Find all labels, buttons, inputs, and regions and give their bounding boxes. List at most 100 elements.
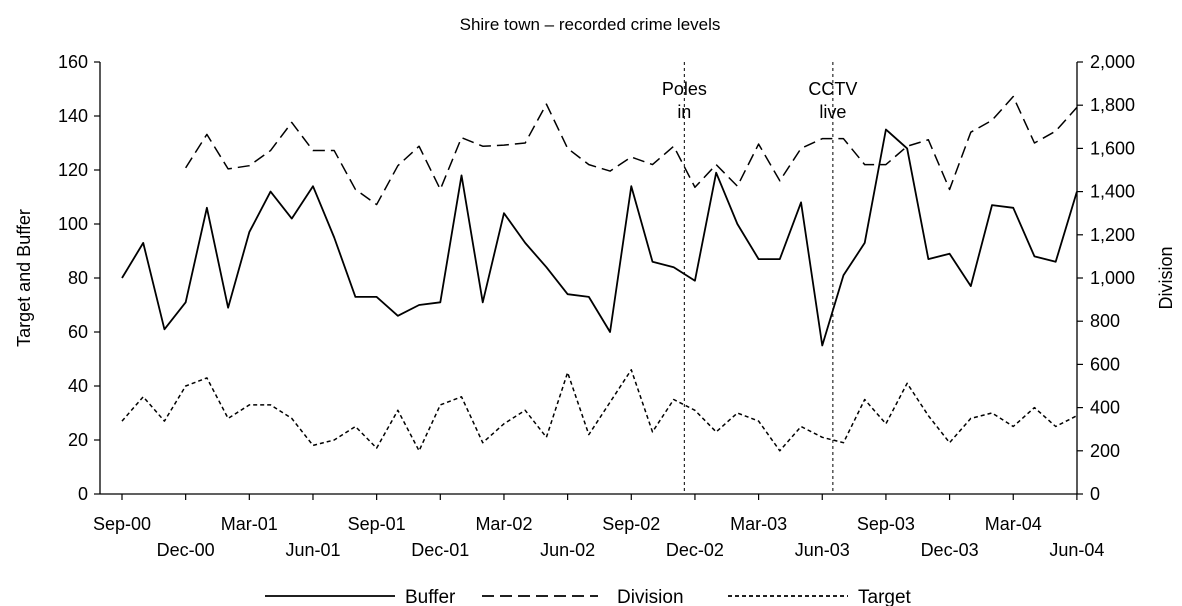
data-point-target xyxy=(312,444,314,446)
data-point-target xyxy=(227,417,229,419)
data-point-target xyxy=(1076,415,1078,417)
data-point-division xyxy=(248,164,250,166)
data-point-buffer xyxy=(651,261,653,263)
data-point-buffer xyxy=(588,296,590,298)
data-point-division xyxy=(269,149,271,151)
data-point-division xyxy=(948,188,950,190)
data-point-division xyxy=(545,103,547,105)
legend-label-target: Target xyxy=(858,587,912,606)
data-point-division xyxy=(651,163,653,165)
right-tick-label: 1,600 xyxy=(1090,138,1135,158)
x-tick-label: Dec-01 xyxy=(411,540,469,560)
data-point-target xyxy=(524,409,526,411)
data-point-target xyxy=(163,420,165,422)
data-point-division xyxy=(991,119,993,121)
right-tick-label: 400 xyxy=(1090,398,1120,418)
data-point-buffer xyxy=(715,172,717,174)
data-point-target xyxy=(609,401,611,403)
left-tick-label: 140 xyxy=(58,106,88,126)
data-point-target xyxy=(991,412,993,414)
annotation-label: live xyxy=(819,102,846,122)
data-point-division xyxy=(864,163,866,165)
right-tick-label: 2,000 xyxy=(1090,52,1135,72)
right-tick-label: 1,400 xyxy=(1090,182,1135,202)
data-point-division xyxy=(312,149,314,151)
x-tick-label: Dec-00 xyxy=(157,540,215,560)
data-point-target xyxy=(864,398,866,400)
data-point-buffer xyxy=(163,328,165,330)
left-tick-label: 40 xyxy=(68,376,88,396)
right-tick-label: 800 xyxy=(1090,311,1120,331)
data-point-target xyxy=(1054,425,1056,427)
data-point-division xyxy=(906,145,908,147)
data-point-division xyxy=(885,163,887,165)
data-point-target xyxy=(248,404,250,406)
x-tick-label: Mar-02 xyxy=(475,514,532,534)
data-point-target xyxy=(927,415,929,417)
data-point-buffer xyxy=(354,296,356,298)
data-point-buffer xyxy=(927,258,929,260)
data-point-buffer xyxy=(503,212,505,214)
data-point-division xyxy=(418,145,420,147)
data-point-target xyxy=(694,409,696,411)
left-tick-label: 20 xyxy=(68,430,88,450)
data-point-target xyxy=(269,404,271,406)
data-point-target xyxy=(885,423,887,425)
data-point-buffer xyxy=(948,253,950,255)
data-point-division xyxy=(184,167,186,169)
data-point-target xyxy=(906,382,908,384)
data-point-buffer xyxy=(991,204,993,206)
data-point-division xyxy=(291,121,293,123)
data-point-target xyxy=(779,450,781,452)
data-point-buffer xyxy=(248,231,250,233)
data-point-division xyxy=(757,143,759,145)
data-point-target xyxy=(970,417,972,419)
data-point-division xyxy=(927,139,929,141)
data-point-target xyxy=(757,420,759,422)
data-point-target xyxy=(651,431,653,433)
right-axis-title: Division xyxy=(1156,246,1176,309)
data-point-division xyxy=(800,147,802,149)
data-point-buffer xyxy=(757,258,759,260)
data-point-division xyxy=(842,137,844,139)
data-point-target xyxy=(503,423,505,425)
data-point-division xyxy=(673,145,675,147)
data-point-buffer xyxy=(1076,190,1078,192)
x-tick-label: Sep-02 xyxy=(602,514,660,534)
left-axis-title: Target and Buffer xyxy=(14,209,34,347)
data-point-target xyxy=(142,396,144,398)
data-point-target xyxy=(588,433,590,435)
x-tick-label: Jun-04 xyxy=(1049,540,1104,560)
data-point-division xyxy=(524,142,526,144)
data-point-division xyxy=(566,147,568,149)
data-point-buffer xyxy=(1033,255,1035,257)
x-tick-label: Jun-02 xyxy=(540,540,595,560)
data-point-buffer xyxy=(842,274,844,276)
data-point-buffer xyxy=(227,307,229,309)
data-point-buffer xyxy=(821,344,823,346)
data-point-buffer xyxy=(269,190,271,192)
data-point-division xyxy=(630,156,632,158)
data-point-target xyxy=(566,371,568,373)
data-point-division xyxy=(694,186,696,188)
data-point-buffer xyxy=(885,128,887,130)
data-point-division xyxy=(333,149,335,151)
data-point-target xyxy=(418,450,420,452)
data-point-buffer xyxy=(375,296,377,298)
data-point-buffer xyxy=(906,147,908,149)
chart-title: Shire town – recorded crime levels xyxy=(460,15,721,34)
data-point-target xyxy=(206,377,208,379)
legend-label-buffer: Buffer xyxy=(405,587,456,606)
data-point-division xyxy=(460,136,462,138)
annotation-label: in xyxy=(677,102,691,122)
x-tick-label: Dec-02 xyxy=(666,540,724,560)
data-point-buffer xyxy=(630,185,632,187)
left-tick-label: 160 xyxy=(58,52,88,72)
data-point-target xyxy=(354,425,356,427)
series-line-buffer xyxy=(121,128,1078,347)
data-point-division xyxy=(588,163,590,165)
right-tick-label: 1,200 xyxy=(1090,225,1135,245)
series-line-division xyxy=(185,95,1078,206)
plot-area: 0 20 40 60 80 100 120 140 160 0 200 400 600 800 1,000 1… xyxy=(58,52,1135,560)
